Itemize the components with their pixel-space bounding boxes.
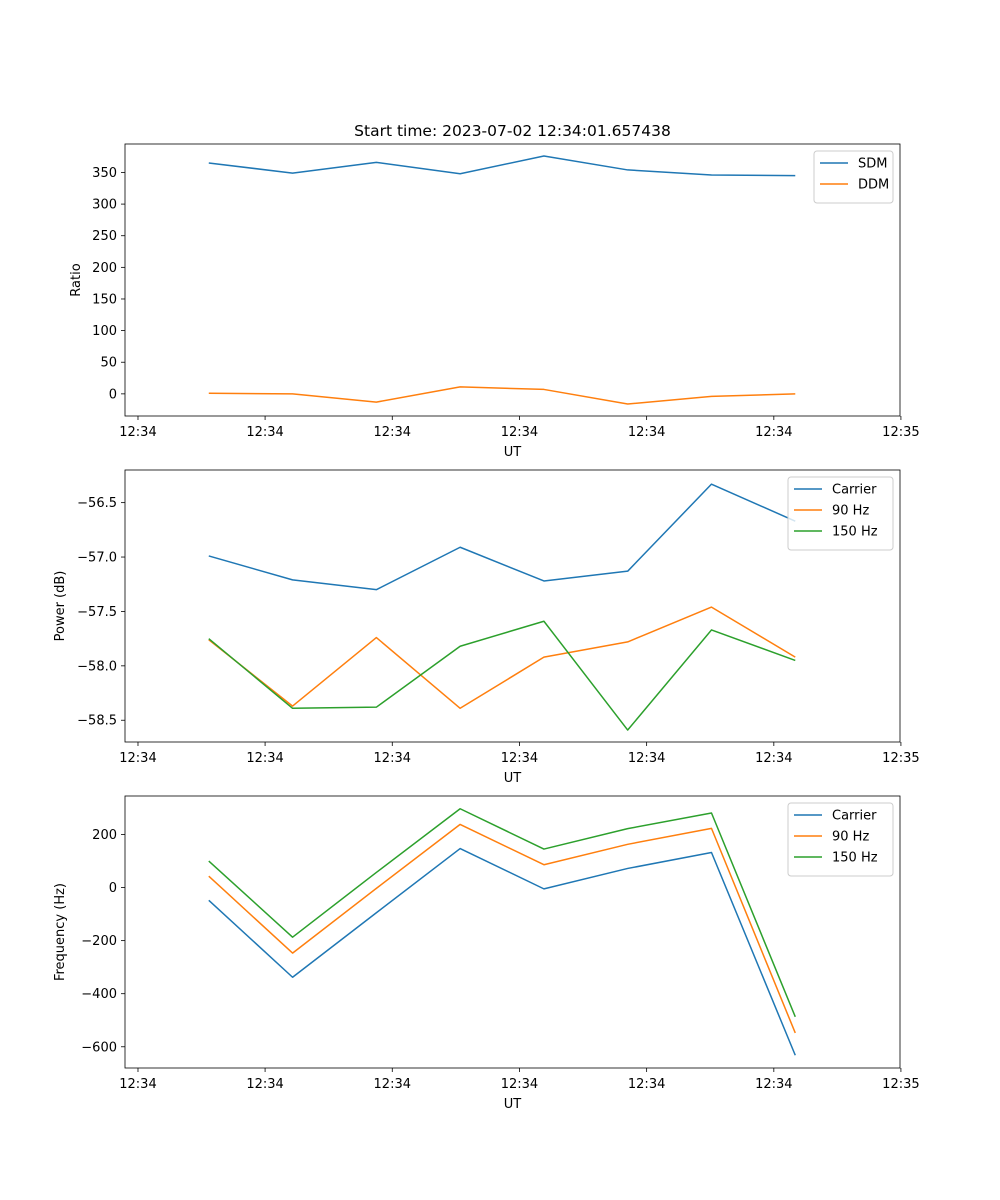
x-tick-label: 12:34	[628, 425, 665, 440]
y-tick-label: −57.0	[77, 551, 117, 566]
x-tick-label: 12:34	[246, 1077, 283, 1092]
y-axis-label: Ratio	[69, 263, 84, 296]
series-line-150-hz	[208, 620, 796, 731]
x-tick-label: 12:34	[755, 751, 792, 766]
series-line-90-hz	[208, 606, 796, 710]
subplot-power: 12:34 12:34 12:34 12:34 12:34 12:34 12:35 −58.5…	[53, 469, 920, 786]
x-tick-label: 12:34	[755, 1077, 792, 1092]
legend-label: 150 Hz	[832, 525, 878, 540]
legend-label: Carrier	[832, 809, 877, 824]
y-tick-label: 350	[92, 166, 117, 181]
axes-frame	[124, 469, 901, 743]
y-tick-label: −56.5	[77, 496, 117, 511]
x-tick-label: 12:34	[501, 1077, 538, 1092]
y-axis-label: Power (dB)	[53, 571, 68, 642]
x-tick-label: 12:34	[374, 751, 411, 766]
x-axis-label: UT	[504, 445, 522, 460]
legend-label: 150 Hz	[832, 851, 878, 866]
y-tick-label: 200	[92, 828, 117, 843]
y-tick-label: 50	[100, 356, 117, 371]
x-tick-label: 12:34	[119, 1077, 156, 1092]
x-tick-label: 12:34	[246, 751, 283, 766]
subplot-ratio: 12:34 12:34 12:34 12:34 12:34 12:34 12:35 0 50 10…	[69, 143, 920, 460]
y-tick-label: −58.5	[77, 714, 117, 729]
chart-title: Start time: 2023-07-02 12:34:01.657438	[354, 122, 671, 140]
y-tick-label: 300	[92, 198, 117, 213]
x-tick-label: 12:34	[501, 425, 538, 440]
x-tick-label: 12:34	[246, 425, 283, 440]
y-tick-label: 150	[92, 292, 117, 307]
x-tick-label: 12:35	[882, 1077, 919, 1092]
y-tick-label: −58.0	[77, 659, 117, 674]
y-tick-label: −600	[81, 1040, 117, 1055]
legend-label: 90 Hz	[832, 830, 869, 845]
axes-frame	[124, 143, 901, 417]
legend-box	[813, 150, 894, 204]
series-line-150-hz	[208, 807, 796, 1018]
axes-frame	[124, 795, 901, 1069]
y-tick-label: 100	[92, 324, 117, 339]
y-tick-label: −57.5	[77, 605, 117, 620]
x-tick-label: 12:35	[882, 751, 919, 766]
x-tick-label: 12:34	[374, 1077, 411, 1092]
legend-label: DDM	[858, 178, 889, 193]
y-tick-label: −400	[81, 987, 117, 1002]
x-tick-label: 12:34	[119, 751, 156, 766]
x-axis-label: UT	[504, 1097, 522, 1112]
x-tick-label: 12:34	[374, 425, 411, 440]
x-tick-label: 12:35	[882, 425, 919, 440]
y-tick-label: 0	[109, 387, 117, 402]
series-line-ddm	[208, 386, 796, 405]
subplot-frequency: 12:34 12:34 12:34 12:34 12:34 12:34 12:35 −600 −…	[53, 795, 920, 1112]
x-axis-label: UT	[504, 771, 522, 786]
x-tick-label: 12:34	[755, 425, 792, 440]
x-tick-label: 12:34	[119, 425, 156, 440]
legend-label: Carrier	[832, 483, 877, 498]
y-tick-label: 200	[92, 261, 117, 276]
y-tick-label: 0	[109, 881, 117, 896]
series-line-carrier	[208, 483, 796, 591]
series-line-carrier	[208, 847, 796, 1056]
y-axis-label: Frequency (Hz)	[53, 883, 68, 981]
y-tick-label: −200	[81, 934, 117, 949]
x-tick-label: 12:34	[628, 751, 665, 766]
series-line-90-hz	[208, 823, 796, 1034]
series-line-sdm	[208, 155, 796, 177]
legend-label: 90 Hz	[832, 504, 869, 519]
y-tick-label: 250	[92, 229, 117, 244]
x-tick-label: 12:34	[628, 1077, 665, 1092]
x-tick-label: 12:34	[501, 751, 538, 766]
legend-label: SDM	[858, 157, 887, 172]
